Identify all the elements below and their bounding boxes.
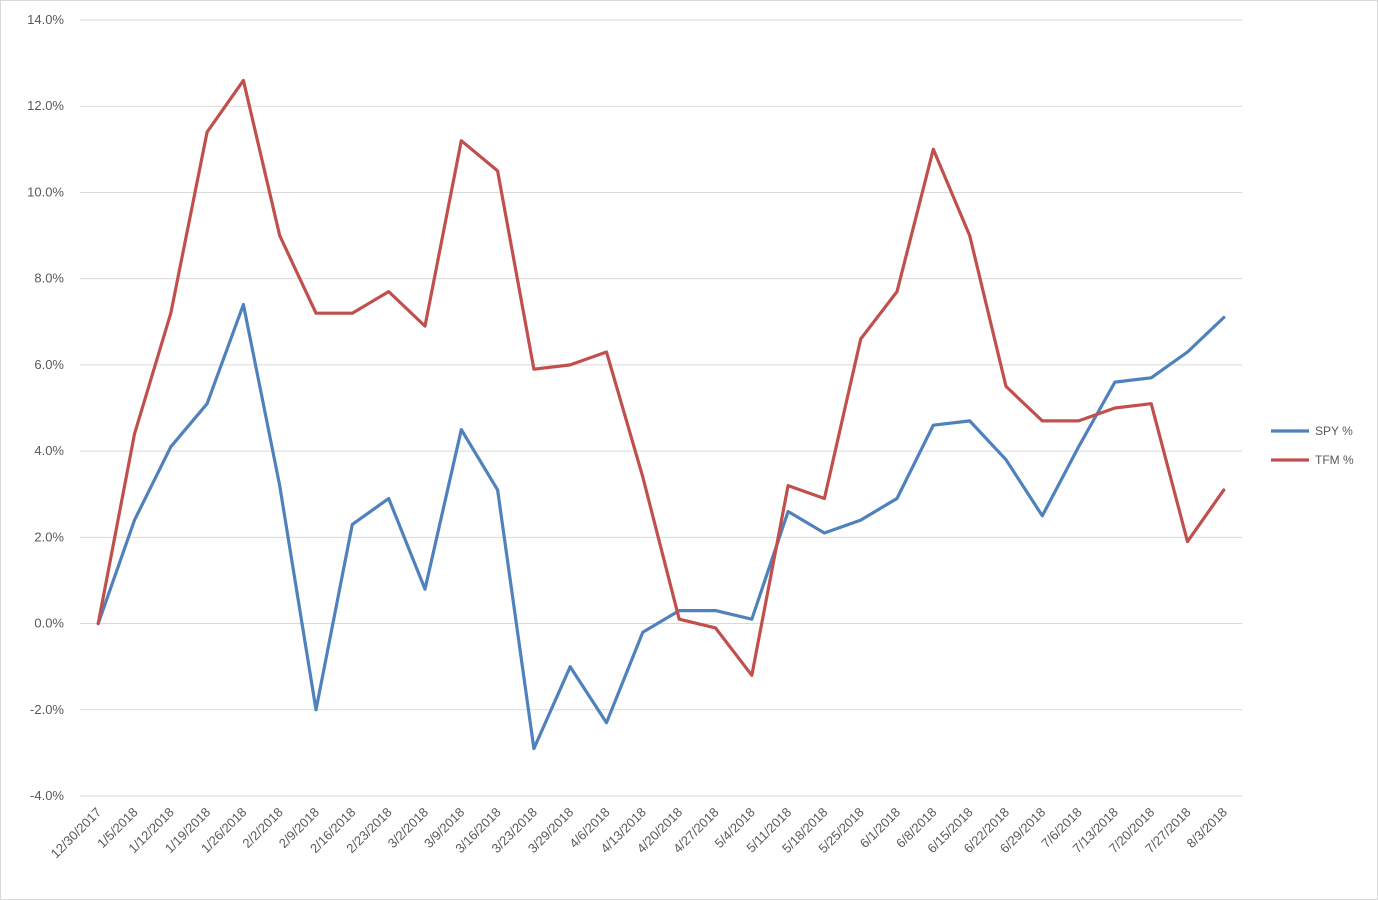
series-line-0 [96,302,1226,751]
legend-label-1: TFM % [1315,453,1354,467]
series-lines [96,78,1226,751]
x-tick-label: 12/30/2017 [48,805,105,862]
y-tick-label: 10.0% [27,184,64,199]
y-tick-label: -4.0% [30,788,64,803]
y-tick-label: -2.0% [30,702,64,717]
y-tick-label: 6.0% [34,357,64,372]
y-axis-ticks: -4.0% -2.0% 0.0% 2.0% 4.0% 6.0% 8.0% 10.0% 12.0%… [27,12,64,803]
gridlines [80,19,1242,797]
y-tick-label: 12.0% [27,98,64,113]
y-tick-label: 4.0% [34,443,64,458]
x-axis-ticks: 12/30/20171/5/20181/12/20181/19/20181/26… [48,805,1230,862]
series-line-1 [96,78,1226,677]
y-tick-label: 2.0% [34,529,64,544]
y-tick-label: 14.0% [27,12,64,27]
y-tick-label: 8.0% [34,271,64,286]
y-tick-label: 0.0% [34,616,64,631]
legend: SPY % TFM % [1271,424,1354,467]
x-tick-label: 8/3/2018 [1184,805,1230,851]
legend-label-0: SPY % [1315,424,1353,438]
